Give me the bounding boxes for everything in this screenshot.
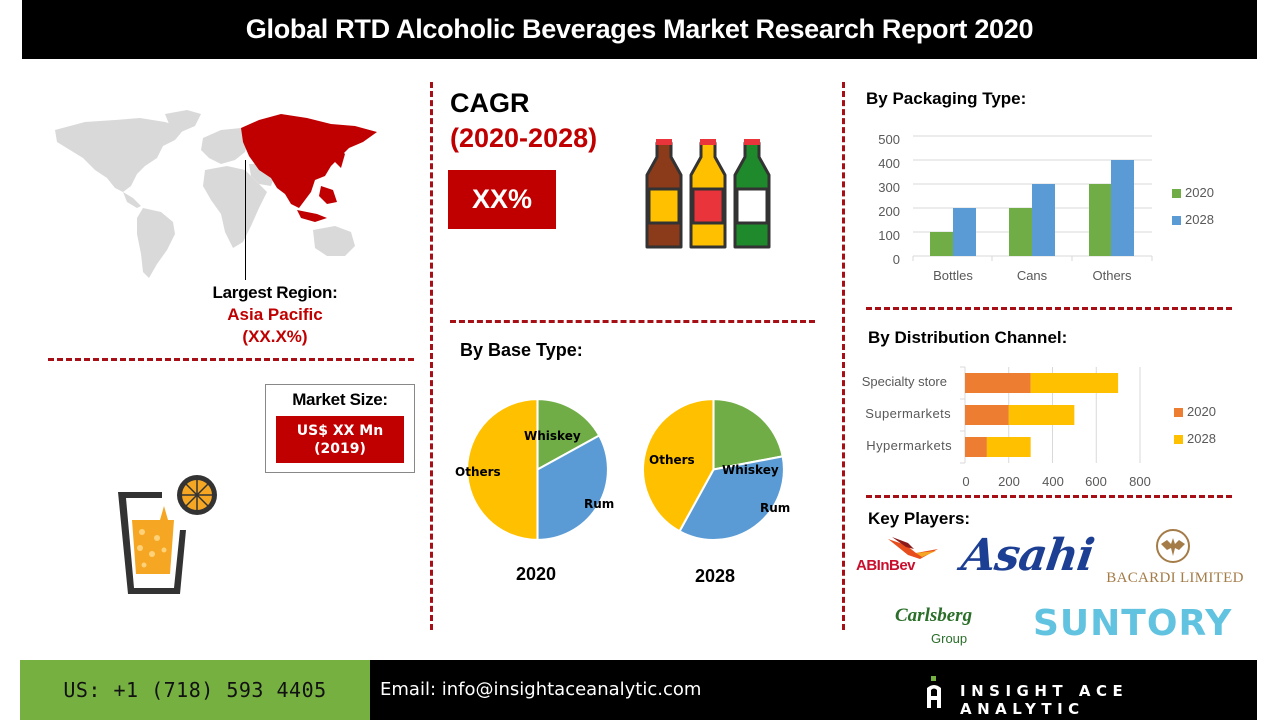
pie-2028-year: 2028	[695, 566, 736, 586]
middle-section-divider	[450, 320, 815, 323]
packaging-y-axis: 500 400 300 200 100 0	[862, 128, 900, 272]
report-title-bar: Global RTD Alcoholic Beverages Market Re…	[22, 0, 1257, 59]
report-title: Global RTD Alcoholic Beverages Market Re…	[245, 14, 1034, 44]
asahi-logo: Asahi	[958, 530, 1097, 581]
distribution-bar-chart	[960, 366, 1141, 464]
footer-phone-bar: US: +1 (718) 593 4405	[20, 660, 370, 720]
pie-2020-year: 2020	[516, 564, 557, 584]
cagr-label: CAGR	[450, 88, 530, 118]
pie-2028-slice-whiskey	[712, 398, 784, 471]
world-map	[55, 110, 377, 278]
distribution-legend-2020: 2020	[1187, 404, 1216, 419]
packaging-y-tick: 400	[878, 156, 900, 171]
market-size-value: US$ XX Mn (2019)	[276, 416, 404, 463]
market-size-amount: US$ XX Mn	[296, 422, 384, 439]
packaging-y-tick: 0	[892, 252, 900, 267]
pie-2028-slice-others	[641, 398, 715, 533]
footer-email[interactable]: Email: info@insightaceanalytic.com	[380, 679, 702, 700]
pie-chart-2020	[466, 398, 609, 541]
suntory-logo: SUNTORY	[1033, 603, 1233, 644]
pie-chart-2028	[641, 398, 785, 541]
packaging-legend-2020: 2020	[1185, 185, 1214, 200]
carlsberg-wordmark: Carlsberg	[895, 605, 973, 626]
bottles-icon	[645, 139, 771, 249]
pie-2020-label-whiskey: Whiskey	[524, 429, 581, 443]
cagr-period: (2020-2028)	[450, 123, 598, 153]
packaging-y-tick: 300	[878, 180, 900, 195]
largest-region-label: Largest Region:	[212, 283, 338, 302]
base-type-title: By Base Type:	[460, 340, 583, 360]
drink-glass-icon	[118, 475, 217, 594]
footer-phone[interactable]: US: +1 (718) 593 4405	[63, 678, 327, 702]
largest-region-block: Largest Region: Asia Pacific (XX.X%)	[170, 283, 380, 347]
column-divider-right	[842, 82, 845, 630]
distribution-category: Supermarkets	[865, 406, 951, 421]
key-players-title: Key Players:	[868, 509, 971, 528]
distribution-category: Specialty store	[861, 374, 947, 389]
pie-2020-label-rum: Rum	[584, 497, 615, 511]
region-pointer-line	[245, 160, 246, 280]
pie-2020-slice-rum	[536, 434, 609, 541]
carlsberg-group-text: Group	[931, 631, 968, 646]
eagle-icon	[888, 537, 938, 559]
distribution-legend-2028: 2028	[1187, 431, 1216, 446]
cagr-value: XX%	[448, 170, 556, 229]
distribution-title: By Distribution Channel:	[868, 328, 1068, 347]
packaging-bar-chart	[912, 135, 1181, 261]
distribution-legend-swatch-2028	[1174, 435, 1183, 444]
pie-2020-slice-whiskey	[536, 398, 601, 472]
largest-region-share: (XX.X%)	[242, 327, 308, 346]
column-divider-left	[430, 82, 433, 630]
packaging-y-tick: 500	[878, 132, 900, 147]
pie-2028-slice-rum	[678, 455, 785, 541]
packaging-x-tick: Others	[1092, 268, 1132, 283]
bacardi-wordmark: BACARDI LIMITED	[1106, 570, 1244, 586]
largest-region-name: Asia Pacific	[227, 305, 323, 324]
market-size-year: (2019)	[314, 440, 366, 457]
right-section-divider-2	[866, 495, 1232, 498]
market-size-label: Market Size:	[292, 390, 388, 409]
abinbev-logo: ABInBev	[856, 535, 946, 580]
footer-contact-bar: Email: info@insightaceanalytic.com INSIG…	[370, 660, 1257, 720]
distribution-x-tick: 600	[1085, 474, 1107, 489]
pie-2020-label-others: Others	[455, 465, 501, 479]
distribution-x-tick: 400	[1042, 474, 1064, 489]
distribution-x-tick: 200	[998, 474, 1020, 489]
carlsberg-logo: Carlsberg Group	[893, 605, 973, 653]
packaging-y-tick: 200	[878, 204, 900, 219]
pie-2028-label-whiskey: Whiskey	[722, 463, 779, 477]
left-section-divider	[48, 358, 414, 361]
right-section-divider-1	[866, 307, 1232, 310]
pie-2028-label-rum: Rum	[760, 501, 791, 515]
distribution-x-tick: 0	[962, 474, 970, 489]
distribution-x-tick: 800	[1129, 474, 1151, 489]
packaging-y-tick: 100	[878, 228, 900, 243]
footer-brand: INSIGHT ACE ANALYTIC	[960, 682, 1129, 718]
abinbev-wordmark: ABInBev	[856, 557, 916, 574]
packaging-legend-2028: 2028	[1185, 212, 1214, 227]
bat-icon	[1156, 529, 1190, 563]
distribution-category: Hypermarkets	[866, 438, 952, 453]
market-size-card: Market Size: US$ XX Mn (2019)	[265, 384, 415, 473]
insight-ace-logo-icon	[927, 676, 941, 708]
bacardi-logo: BACARDI LIMITED	[1100, 528, 1250, 588]
packaging-title: By Packaging Type:	[866, 89, 1027, 108]
packaging-x-tick: Cans	[1016, 268, 1048, 283]
pie-2028-label-others: Others	[649, 453, 695, 467]
distribution-legend-swatch-2020	[1174, 408, 1183, 417]
pie-2020-slice-others	[466, 398, 539, 541]
packaging-x-tick: Bottles	[933, 268, 973, 283]
